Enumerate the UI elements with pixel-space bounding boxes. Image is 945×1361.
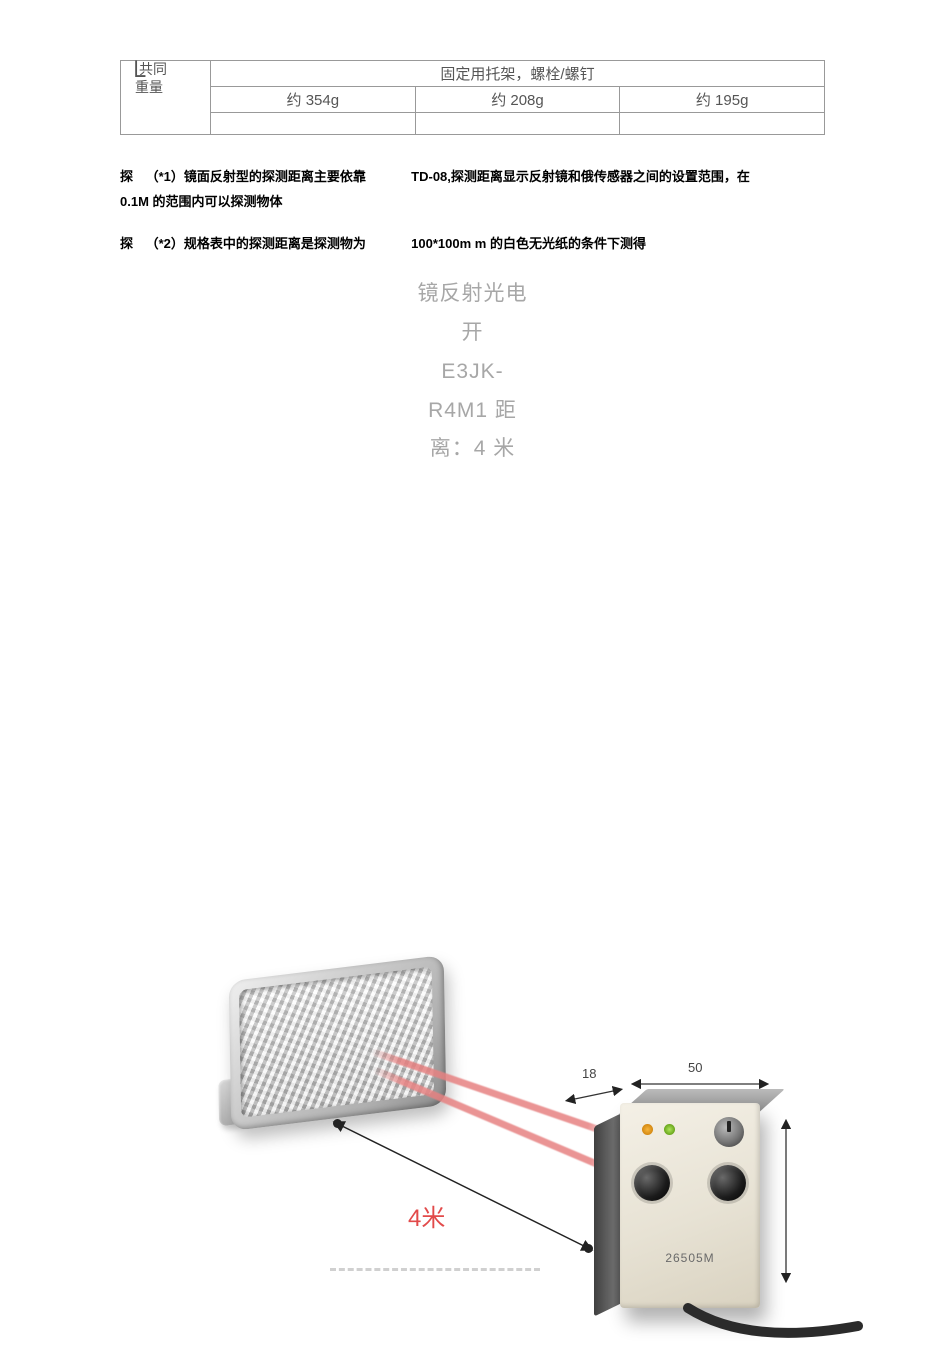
- note-prefix: 探: [120, 165, 142, 190]
- label-bottom: 重量: [135, 77, 163, 97]
- title-line: R4M1 距: [120, 392, 825, 431]
- dimension-depth: [566, 1086, 626, 1112]
- table-row: [121, 113, 825, 135]
- photo-sensor: 26505M: [620, 1103, 760, 1308]
- sensor-lens-icon: [634, 1165, 670, 1201]
- table-cell: 约 354g: [211, 87, 416, 113]
- title-line: 镜反射光电: [120, 275, 825, 314]
- label-overlay: └ 共同 重量: [121, 61, 210, 134]
- table-cell-empty: [211, 113, 416, 135]
- dim-width-value: 50: [688, 1060, 702, 1075]
- dim-endpoint-dot: [584, 1244, 593, 1253]
- table-label-cell: └ 共同 重量: [121, 61, 211, 135]
- dim-depth-value: 18: [582, 1066, 596, 1081]
- sensor-lens-icon: [710, 1165, 746, 1201]
- title-line: 开: [120, 314, 825, 353]
- table-header-merged: 固定用托架，螺栓/螺钉: [211, 61, 825, 87]
- table-cell-empty: [620, 113, 825, 135]
- product-title-block: 镜反射光电 开 E3JK- R4M1 距 离：4 米: [120, 275, 825, 469]
- dimension-height: [776, 1118, 796, 1288]
- title-line: 离：4 米: [120, 430, 825, 469]
- footnote-2: 探 （*2）规格表中的探测距离是探测物为 100*100m m 的白色无光纸的条…: [120, 232, 825, 257]
- dim-endpoint-dot: [333, 1119, 342, 1128]
- note-text: TD-08,探测距离显示反射镜和俄传感器之间的设置范围，在: [411, 169, 750, 184]
- table-cell: 约 208g: [415, 87, 620, 113]
- spec-table: └ 共同 重量 固定用托架，螺栓/螺钉 约 354g 约 208g 约 195g: [120, 60, 825, 135]
- footnote-1: 探 （*1）镜面反射型的探测距离主要依靠 TD-08,探测距离显示反射镜和俄传感…: [120, 165, 825, 214]
- table-cell: 约 195g: [620, 87, 825, 113]
- distance-value: 4米: [408, 1198, 445, 1233]
- cut-line: [330, 1268, 540, 1271]
- sensor-front-face: 26505M: [620, 1103, 760, 1308]
- note-text: （*1）镜面反射型的探测距离主要依靠: [146, 169, 366, 184]
- adjustment-knob-icon: [714, 1117, 744, 1147]
- sensor-model-label: 26505M: [620, 1251, 760, 1265]
- table-row: 约 354g 约 208g 约 195g: [121, 87, 825, 113]
- note-text: 100*100m m 的白色无光纸的条件下测得: [411, 236, 646, 251]
- distance-arrow: [0, 918, 945, 1338]
- table-cell-empty: [415, 113, 620, 135]
- table-row: └ 共同 重量 固定用托架，螺栓/螺钉: [121, 61, 825, 87]
- note-text: 0.1M 的范围内可以探测物体: [120, 194, 283, 209]
- title-line: E3JK-: [120, 353, 825, 392]
- note-prefix: 探: [120, 232, 142, 257]
- product-diagram: 4米 26505M 18 50: [0, 918, 945, 1338]
- note-text: （*2）规格表中的探测距离是探测物为: [146, 236, 366, 251]
- indicator-led-icon: [664, 1124, 675, 1135]
- indicator-led-icon: [642, 1124, 653, 1135]
- label-top: 共同: [139, 59, 167, 79]
- sensor-cable: [688, 1306, 858, 1356]
